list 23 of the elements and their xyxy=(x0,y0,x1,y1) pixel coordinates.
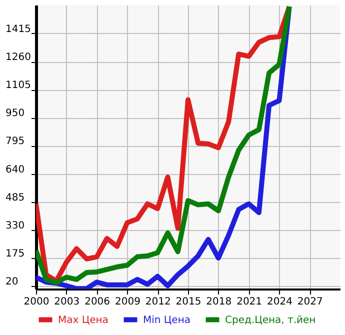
x-tick-label: 2009 xyxy=(114,296,140,308)
y-tick-label: 1415 xyxy=(6,24,31,35)
y-tick-label: 640 xyxy=(6,164,25,176)
y-tick-label: 950 xyxy=(6,108,25,120)
x-tick-label: 2003 xyxy=(54,296,80,308)
y-tick-label: 795 xyxy=(6,136,25,148)
x-tick-label: 2000 xyxy=(24,296,50,308)
legend-label: Min Цена xyxy=(143,314,191,326)
x-tick-label: 2012 xyxy=(145,296,171,308)
x-tick-label: 2021 xyxy=(236,296,262,308)
y-tick-label: 330 xyxy=(6,220,25,232)
y-tick-label: 1260 xyxy=(6,52,31,64)
x-tick-label: 2027 xyxy=(297,296,323,308)
legend-label: Сред.Цена, т.йен xyxy=(225,314,316,326)
x-tick-label: 2006 xyxy=(84,296,110,308)
legend-label: Max Цена xyxy=(58,314,108,326)
y-tick-label: 485 xyxy=(6,192,25,204)
x-tick-label: 2015 xyxy=(176,296,202,308)
x-tick-label: 2018 xyxy=(206,296,232,308)
y-tick-label: 175 xyxy=(6,248,25,260)
y-tick-label: 1105 xyxy=(6,80,31,92)
y-tick-label: 20 xyxy=(6,276,18,288)
x-tick-label: 2024 xyxy=(266,296,292,308)
